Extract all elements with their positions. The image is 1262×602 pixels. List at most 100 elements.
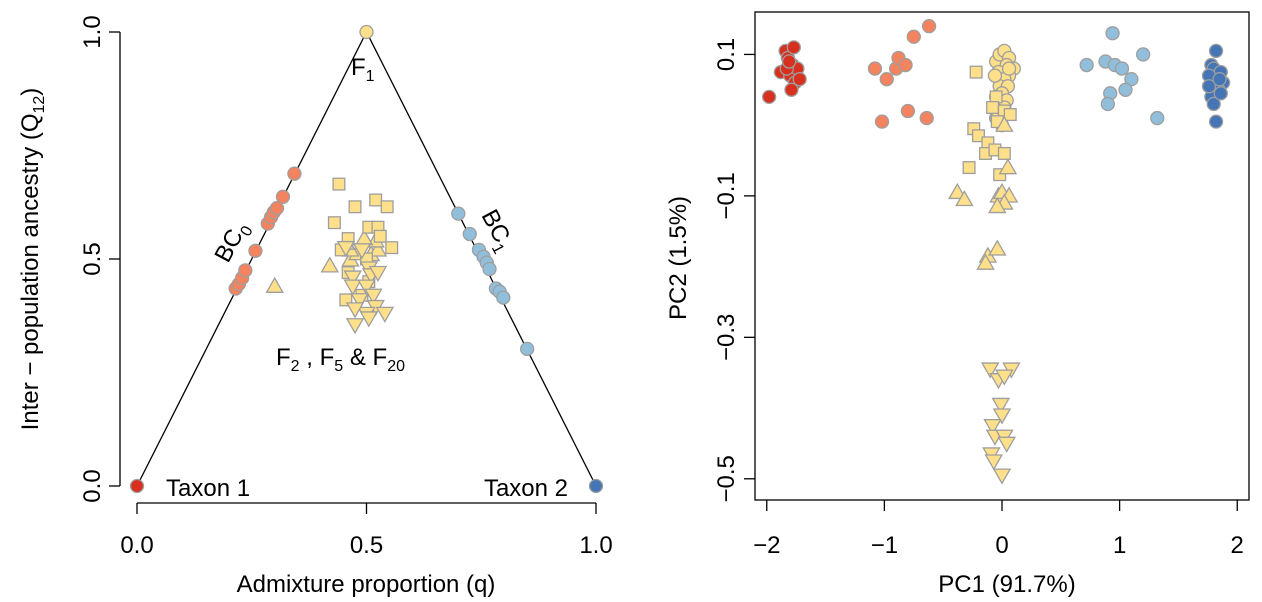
point-bc0 (898, 57, 913, 73)
point-bc1 (482, 261, 497, 277)
point-f5 (369, 193, 383, 207)
point-f20 (345, 318, 365, 335)
point-bc0 (900, 103, 916, 119)
point-f20 (343, 279, 362, 296)
point-f1 (987, 68, 1003, 83)
point-f5 (332, 177, 346, 191)
y-tick-label: −0.3 (713, 314, 740, 361)
point-f20 (375, 306, 395, 323)
y-axis-label-left: Inter − population ancestry (Q12) (17, 88, 48, 431)
point-f20 (984, 454, 1004, 471)
point-bc1 (1114, 61, 1130, 76)
point-f5 (962, 161, 976, 175)
y-tick-label: 0.0 (79, 469, 106, 502)
point-taxon-1 (761, 89, 777, 105)
x-tick-label: −1 (871, 532, 898, 559)
point-f5 (993, 168, 1007, 182)
point-f20 (980, 362, 1000, 379)
point-f5 (986, 100, 1000, 114)
point-bc1 (1105, 26, 1120, 41)
point-f20 (992, 468, 1012, 485)
point-f5 (969, 65, 983, 79)
point-taxon-2 (588, 478, 604, 494)
point-f1 (1001, 61, 1017, 76)
point-f5 (373, 229, 387, 243)
point-f20 (995, 369, 1014, 386)
point-bc1 (1100, 96, 1116, 112)
y-axis-label-right: PC2 (1.5%) (665, 196, 692, 320)
point-f20 (364, 288, 383, 305)
point-bc0 (275, 189, 291, 204)
point-taxon-1 (786, 40, 801, 55)
point-taxon-2 (1201, 79, 1217, 94)
label-taxon1: Taxon 1 (166, 475, 250, 502)
x-axis-label-left: Admixture proportion (q) (237, 571, 496, 598)
point-bc0 (919, 110, 934, 126)
triangle-plot-ticks: 0.0 0.5 1.0 0.0 0.5 1.0 (79, 15, 613, 559)
point-f5 (1003, 108, 1017, 122)
point-taxon-1 (784, 82, 799, 97)
x-tick-label: 0 (995, 532, 1008, 559)
point-f5 (385, 241, 399, 255)
point-f20 (343, 270, 362, 287)
point-f20 (983, 418, 1002, 436)
point-f20 (352, 243, 372, 260)
point-bc1 (462, 226, 477, 242)
point-f5 (327, 216, 341, 230)
point-taxon-2 (1208, 114, 1224, 129)
point-f5 (348, 200, 362, 214)
point-bc1 (520, 341, 535, 357)
x-tick-label: 2 (1231, 532, 1244, 559)
point-taxon-2 (1208, 43, 1224, 59)
y-tick-label: 0.1 (713, 38, 740, 71)
y-tick-label: −0.1 (713, 172, 740, 219)
point-bc0 (269, 201, 285, 216)
point-bc1 (1124, 72, 1139, 87)
point-bc1 (1079, 57, 1094, 73)
point-f20 (345, 302, 365, 319)
y-tick-label: 0.5 (79, 242, 106, 275)
point-bc0 (248, 243, 263, 258)
y-tick-label: 1.0 (79, 15, 106, 48)
point-f2 (988, 197, 1007, 214)
pca-plot-points (761, 18, 1231, 485)
x-tick-label: −2 (753, 532, 780, 559)
triangle-plot-points (129, 24, 604, 494)
point-f20 (359, 311, 379, 328)
point-taxon-1 (792, 72, 807, 87)
triangle-plot-axes (119, 32, 596, 504)
point-f20 (336, 240, 356, 258)
point-f2 (976, 253, 995, 270)
point-taxon-1 (129, 478, 145, 494)
point-bc0 (867, 61, 883, 76)
point-f5 (989, 90, 1003, 104)
x-axis-label-right: PC1 (91.7%) (938, 571, 1075, 598)
point-f20 (992, 408, 1012, 425)
point-f2 (995, 115, 1014, 132)
point-bc1 (1118, 82, 1133, 97)
point-f5 (339, 293, 353, 307)
point-f2 (948, 182, 967, 200)
point-f5 (997, 146, 1011, 160)
point-f2 (320, 256, 340, 273)
point-bc0 (874, 114, 890, 129)
point-f5 (380, 200, 394, 214)
point-bc1 (1150, 110, 1165, 126)
point-f20 (350, 293, 369, 310)
point-taxon-2 (1212, 72, 1227, 87)
point-bc0 (906, 29, 921, 44)
label-hybrids: F2 , F5 & F20 (276, 344, 405, 375)
point-f20 (357, 279, 376, 296)
x-tick-label: 0.5 (350, 532, 383, 559)
point-f2 (955, 189, 974, 207)
x-tick-label: 1.0 (579, 532, 612, 559)
x-tick-label: 1 (1113, 532, 1126, 559)
point-bc1 (496, 290, 511, 305)
point-f5 (971, 129, 985, 143)
point-f20 (997, 436, 1016, 453)
point-taxon-2 (1213, 86, 1228, 101)
point-f2 (988, 239, 1007, 256)
point-f20 (368, 265, 388, 283)
point-f2 (368, 240, 388, 257)
